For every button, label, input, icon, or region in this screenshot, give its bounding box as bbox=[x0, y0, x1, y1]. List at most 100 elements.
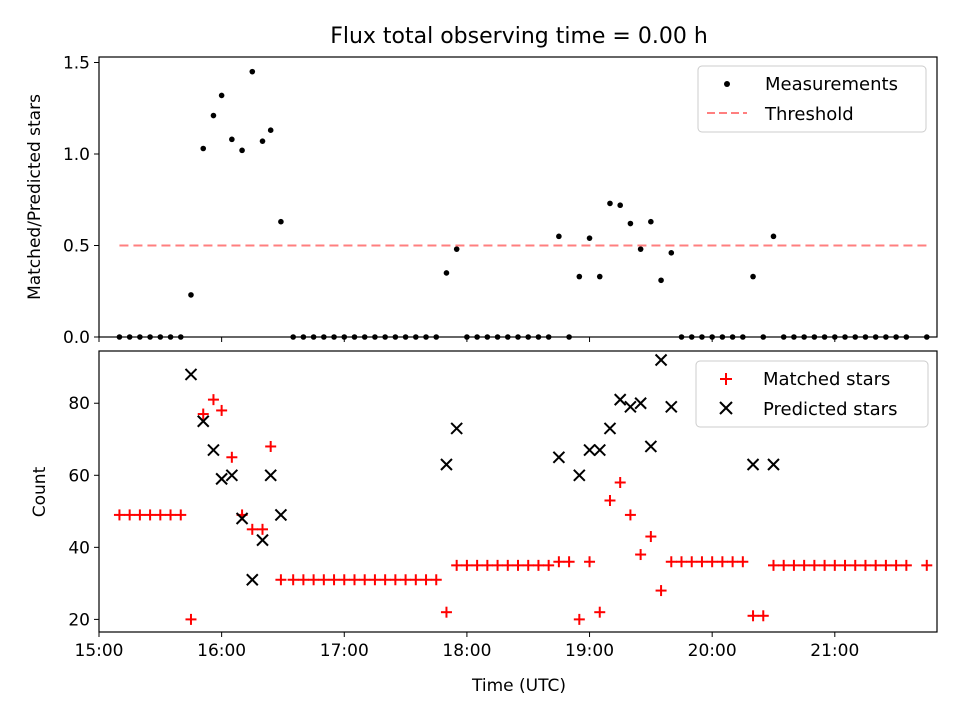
matched-star-point bbox=[870, 559, 882, 571]
bottom-legend: Matched stars Predicted stars bbox=[695, 360, 929, 428]
matched-star-point bbox=[563, 556, 575, 568]
measurement-point bbox=[658, 277, 664, 284]
matched-star-point bbox=[461, 559, 473, 571]
measurement-point bbox=[750, 273, 756, 280]
legend-measurements-label: Measurements bbox=[765, 74, 898, 95]
top-x-ticks bbox=[98, 337, 836, 342]
measurement-point bbox=[637, 246, 644, 252]
matched-star-point bbox=[328, 574, 340, 586]
matched-star-point bbox=[308, 574, 320, 586]
matched-star-point bbox=[645, 531, 657, 543]
matched-star-point bbox=[502, 559, 514, 571]
matched-star-point bbox=[430, 574, 442, 586]
matched-star-point bbox=[246, 523, 258, 535]
matched-star-point bbox=[154, 509, 166, 521]
matched-star-point bbox=[676, 556, 688, 568]
matched-star-point bbox=[226, 451, 238, 463]
y-tick-label: 40 bbox=[68, 538, 90, 558]
y-tick-label: 1.5 bbox=[63, 53, 90, 73]
matched-star-point bbox=[338, 574, 350, 586]
predicted-star-point bbox=[624, 400, 637, 414]
predicted-star-point bbox=[440, 458, 453, 471]
matched-star-point bbox=[880, 559, 892, 571]
predicted-star-point bbox=[215, 472, 228, 486]
measurement-point bbox=[648, 218, 654, 225]
measurement-point bbox=[229, 136, 235, 143]
matched-star-point bbox=[287, 574, 299, 586]
x-tick-label: 20:00 bbox=[688, 641, 737, 661]
matched-star-point bbox=[890, 559, 902, 571]
matched-star-point bbox=[492, 559, 504, 571]
predicted-star-point bbox=[613, 393, 627, 406]
matched-star-point bbox=[440, 606, 452, 618]
top-y-ticks: 0.0 0.5 1.0 1.5 bbox=[63, 53, 99, 348]
measurement-point bbox=[668, 250, 675, 256]
measurement-point bbox=[627, 220, 634, 227]
y-tick-label: 0.0 bbox=[63, 328, 90, 348]
matched-star-point bbox=[757, 610, 769, 622]
matched-star-point bbox=[747, 610, 759, 622]
measurement-point bbox=[770, 233, 777, 240]
matched-star-point bbox=[297, 574, 309, 586]
top-axes-frame bbox=[98, 56, 938, 338]
x-tick-label: 15:00 bbox=[75, 641, 124, 661]
x-tick-label: 18:00 bbox=[442, 641, 491, 661]
predicted-star-point bbox=[583, 443, 596, 457]
matched-star-point bbox=[686, 556, 698, 568]
matched-star-point bbox=[839, 559, 851, 571]
matched-star-point bbox=[900, 559, 912, 571]
matched-star-point bbox=[185, 613, 197, 625]
matched-star-point bbox=[318, 574, 330, 586]
measurement-point bbox=[210, 112, 217, 119]
matched-star-point bbox=[512, 559, 524, 571]
top-plot-marks bbox=[116, 68, 930, 340]
predicted-star-point bbox=[634, 397, 647, 410]
top-legend: Measurements Threshold bbox=[697, 65, 927, 133]
predicted-star-point bbox=[593, 443, 606, 457]
x-tick-label: 19:00 bbox=[565, 641, 614, 661]
legend-matched-marker bbox=[720, 373, 732, 385]
matched-star-point bbox=[829, 559, 841, 571]
matched-star-point bbox=[584, 556, 596, 568]
bottom-x-ticks: 15:00 16:00 17:00 18:00 19:00 20:00 21:00 bbox=[75, 632, 859, 661]
matched-star-point bbox=[665, 556, 677, 568]
matched-star-point bbox=[265, 440, 277, 452]
matched-star-point bbox=[767, 559, 779, 571]
matched-star-point bbox=[197, 408, 209, 420]
matched-star-point bbox=[716, 556, 728, 568]
matched-star-point bbox=[553, 556, 565, 568]
measurement-point bbox=[218, 92, 225, 99]
predicted-star-point bbox=[274, 508, 288, 522]
measurement-point bbox=[586, 235, 593, 241]
top-legend-box bbox=[697, 65, 927, 133]
matched-star-point bbox=[573, 613, 585, 625]
measurement-point bbox=[596, 273, 603, 280]
predicted-star-point bbox=[767, 458, 780, 471]
matched-star-point bbox=[451, 559, 463, 571]
matched-star-point bbox=[798, 559, 810, 571]
matched-star-point bbox=[359, 574, 371, 586]
matched-star-point bbox=[696, 556, 708, 568]
bottom-y-axis-label: Count bbox=[30, 466, 50, 517]
matched-star-point bbox=[706, 556, 718, 568]
matched-star-point bbox=[624, 509, 636, 521]
top-y-axis-label: Matched/Predicted stars bbox=[25, 94, 45, 300]
legend-measurements-marker bbox=[724, 81, 730, 87]
predicted-star-point bbox=[246, 573, 259, 586]
bottom-plot-marks bbox=[113, 353, 933, 625]
matched-star-point bbox=[921, 559, 933, 571]
predicted-star-point bbox=[603, 422, 617, 435]
bottom-axes-frame bbox=[98, 350, 938, 633]
x-tick-label: 21:00 bbox=[810, 641, 859, 661]
legend-predicted-label: Predicted stars bbox=[763, 399, 897, 420]
matched-star-point bbox=[144, 509, 156, 521]
matched-star-point bbox=[808, 559, 820, 571]
matched-star-point bbox=[369, 574, 381, 586]
matched-star-point bbox=[522, 559, 534, 571]
predicted-star-point bbox=[235, 512, 249, 525]
matched-star-point bbox=[819, 559, 831, 571]
measurement-point bbox=[239, 147, 245, 154]
legend-predicted-marker bbox=[719, 401, 733, 415]
y-tick-label: 0.5 bbox=[63, 236, 90, 256]
figure-title: Flux total observing time = 0.00 h bbox=[330, 24, 708, 49]
